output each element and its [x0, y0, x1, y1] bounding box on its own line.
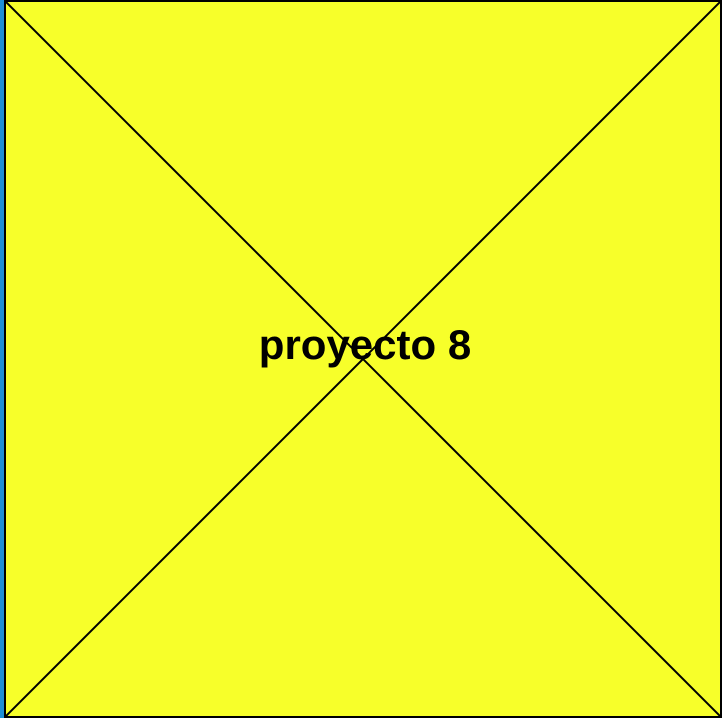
project-title: proyecto 8 — [258, 321, 472, 368]
placeholder-cross-icon — [6, 2, 720, 716]
left-edge-strip — [0, 0, 4, 718]
diagonal-line-up — [6, 2, 720, 716]
project-placeholder-tile[interactable]: proyecto 8 — [4, 0, 722, 718]
